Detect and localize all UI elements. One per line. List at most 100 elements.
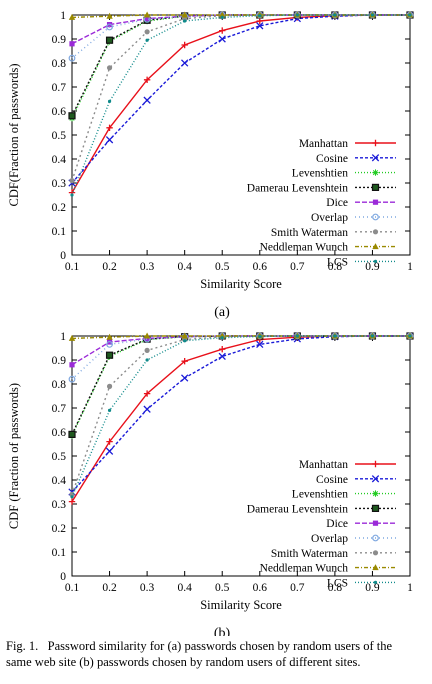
legend-marker xyxy=(372,564,379,571)
data-point xyxy=(144,347,150,353)
data-point xyxy=(68,112,76,120)
data-point xyxy=(143,405,151,413)
legend-label: Levenshtien xyxy=(292,168,348,180)
y-tick-label: 0.6 xyxy=(52,106,67,118)
x-axis-label: Similarity Score xyxy=(200,598,282,612)
data-point xyxy=(107,408,112,412)
legend-label: Levenshtien xyxy=(292,489,348,501)
y-tick-label: 0.7 xyxy=(52,403,67,415)
data-point xyxy=(181,332,188,339)
series-line xyxy=(71,335,410,340)
data-point xyxy=(220,336,224,340)
legend-marker xyxy=(371,475,380,483)
data-point xyxy=(183,19,187,23)
x-tick-label: 0.7 xyxy=(290,261,305,273)
y-tick-label: 0.1 xyxy=(52,547,67,559)
data-point xyxy=(144,29,150,35)
series-line xyxy=(71,14,410,181)
x-tick-label: 0.3 xyxy=(140,261,155,273)
figure-caption: Fig. 1. Password similarity for (a) pass… xyxy=(6,638,430,670)
y-tick-label: 0.5 xyxy=(52,451,67,463)
data-point xyxy=(105,447,114,455)
legend-marker xyxy=(371,504,380,512)
data-point xyxy=(218,352,226,361)
legend: Manhattan Cosine Levenshtien Damerau Levens… xyxy=(247,459,396,589)
y-axis-label: CDF(Fraction of passwords) xyxy=(7,63,21,206)
series-dice xyxy=(69,333,413,368)
legend-marker xyxy=(372,243,379,250)
series-levenshtien xyxy=(68,332,414,439)
x-tick-label: 0.3 xyxy=(140,582,155,594)
legend-marker xyxy=(372,520,379,526)
data-point xyxy=(219,332,226,339)
panel-label: (a) xyxy=(214,305,230,320)
legend-marker xyxy=(372,460,379,468)
legend-marker xyxy=(373,580,378,585)
chart-panel-a: 00.10.20.30.40.50.60.70.80.910.1 0.2 0.3 0.… xyxy=(7,10,414,320)
data-point xyxy=(68,54,76,62)
series-damerau-levenshtein xyxy=(68,332,414,438)
y-tick-label: 0 xyxy=(60,250,66,262)
y-tick-label: 0.3 xyxy=(52,178,67,190)
data-point xyxy=(256,17,263,25)
data-point xyxy=(408,334,412,338)
series-manhattan xyxy=(68,11,414,196)
series-overlap xyxy=(68,332,414,383)
x-axis-label: Similarity Score xyxy=(200,277,282,291)
legend-marker xyxy=(372,229,379,235)
series-lcs xyxy=(70,334,412,499)
data-point xyxy=(143,96,151,104)
legend-label: Neddleman Wunch xyxy=(260,563,349,575)
series-line xyxy=(71,335,410,502)
plot-frame xyxy=(71,335,411,577)
y-tick-label: 0 xyxy=(60,571,66,583)
x-tick-label: 0.7 xyxy=(290,582,305,594)
y-tick-label: 0.1 xyxy=(52,226,67,238)
caption-line-1: Fig. 1. Password similarity for (a) pass… xyxy=(6,639,393,653)
data-point xyxy=(105,136,114,144)
x-tick-label: 0.2 xyxy=(102,582,117,594)
legend-marker xyxy=(372,139,379,147)
y-tick-label: 0.2 xyxy=(52,202,67,214)
data-point xyxy=(106,23,113,31)
data-point xyxy=(256,22,264,30)
series-line xyxy=(71,14,410,45)
legend-label: Manhattan xyxy=(299,138,348,150)
data-point xyxy=(333,334,337,338)
data-point xyxy=(143,11,151,18)
legend-label: Dice xyxy=(326,518,348,530)
series-line xyxy=(71,335,410,435)
data-point xyxy=(295,334,299,338)
data-point xyxy=(106,65,113,71)
data-point xyxy=(69,178,75,184)
x-tick-label: 0.9 xyxy=(365,261,380,273)
data-point xyxy=(69,362,75,368)
caption-line-2: same web site (b) passwords chosen by ra… xyxy=(6,655,361,669)
y-tick-label: 0.4 xyxy=(52,154,67,166)
data-point xyxy=(145,358,149,362)
series-line xyxy=(71,335,410,380)
series-smith-waterman xyxy=(69,333,413,497)
legend-marker xyxy=(373,259,378,263)
panel-label: (b) xyxy=(214,626,231,636)
data-point xyxy=(333,13,337,17)
data-point xyxy=(144,16,150,22)
x-tick-label: 0.1 xyxy=(65,261,80,273)
data-point xyxy=(106,383,113,389)
series-cosine xyxy=(68,332,414,496)
data-point xyxy=(181,41,188,49)
data-point xyxy=(219,346,226,353)
data-point xyxy=(106,341,113,348)
x-tick-label: 0.2 xyxy=(102,261,117,273)
legend-marker xyxy=(372,550,379,556)
legend-marker xyxy=(371,183,380,191)
data-point xyxy=(183,339,187,343)
y-tick-label: 1 xyxy=(60,10,66,22)
data-point xyxy=(107,99,112,103)
plot-frame xyxy=(71,14,411,256)
data-point xyxy=(106,124,113,131)
data-point xyxy=(68,13,76,20)
data-point xyxy=(70,193,74,197)
x-tick-label: 1 xyxy=(407,582,413,594)
series-line xyxy=(71,14,410,119)
